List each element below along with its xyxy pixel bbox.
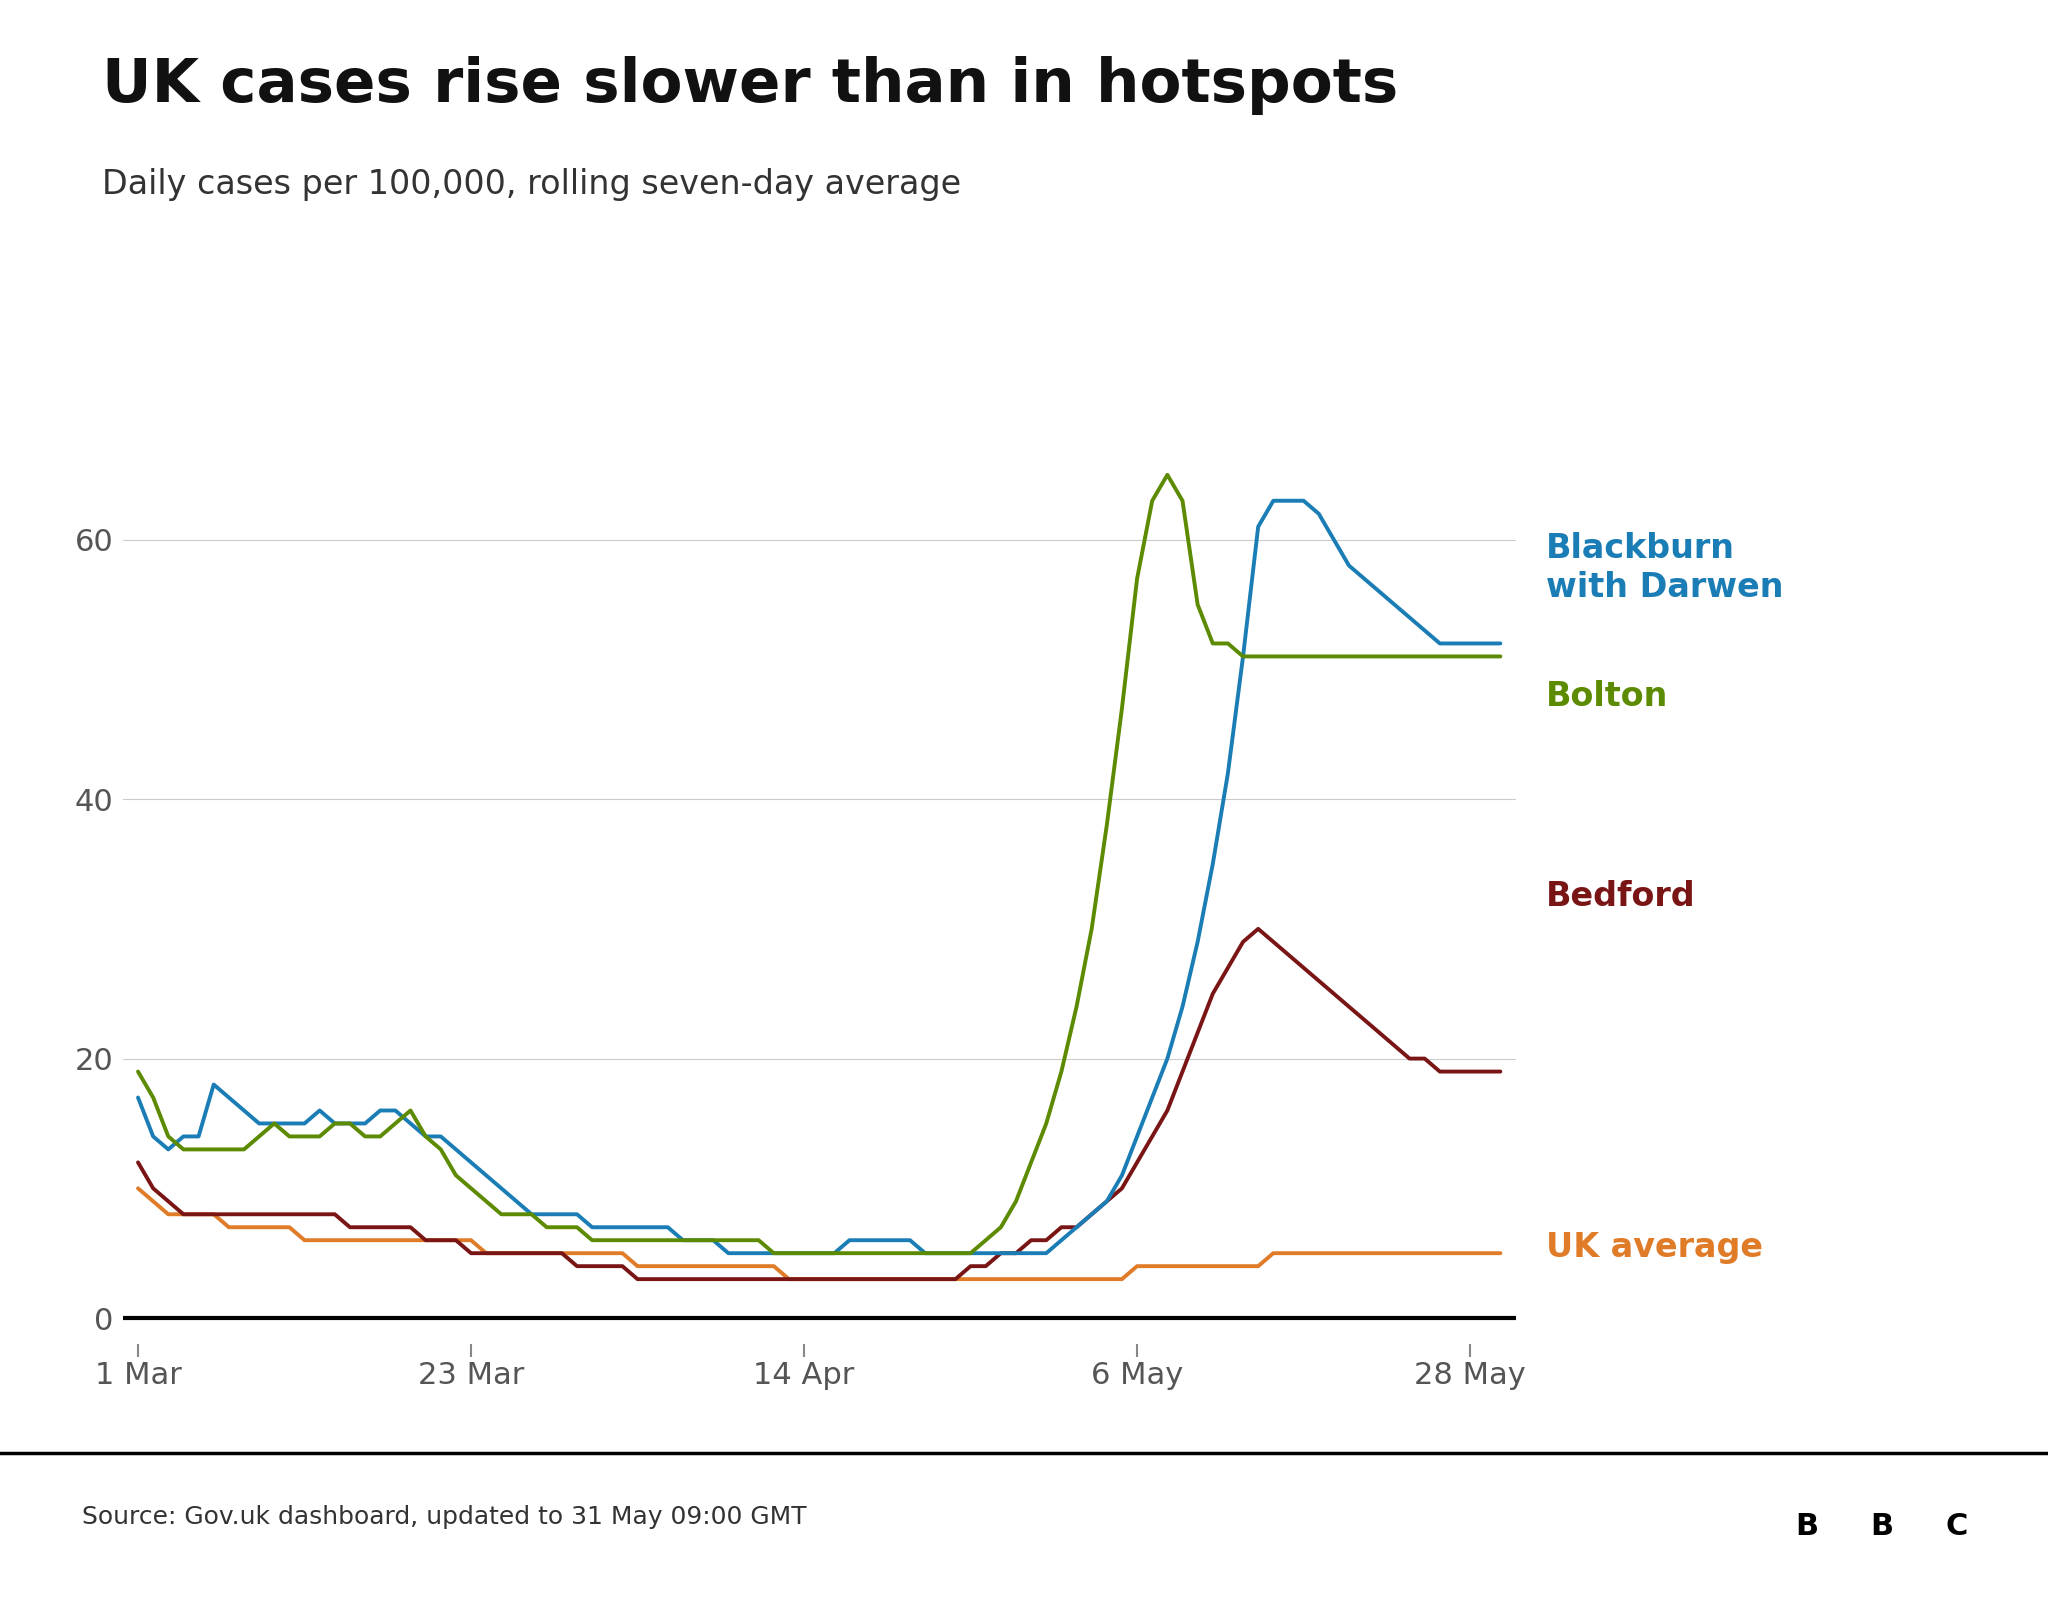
FancyBboxPatch shape [1923,1472,1991,1581]
FancyBboxPatch shape [1847,1472,1917,1581]
Text: Source: Gov.uk dashboard, updated to 31 May 09:00 GMT: Source: Gov.uk dashboard, updated to 31 … [82,1504,807,1530]
Text: Daily cases per 100,000, rolling seven-day average: Daily cases per 100,000, rolling seven-d… [102,168,961,202]
FancyBboxPatch shape [1772,1472,1841,1581]
Text: B: B [1796,1512,1819,1541]
Text: Bolton: Bolton [1546,680,1669,712]
Text: UK average: UK average [1546,1232,1763,1264]
Text: Blackburn
with Darwen: Blackburn with Darwen [1546,533,1784,603]
Text: Bedford: Bedford [1546,880,1696,912]
Text: C: C [1946,1512,1968,1541]
Text: B: B [1870,1512,1894,1541]
Text: UK cases rise slower than in hotspots: UK cases rise slower than in hotspots [102,56,1399,115]
